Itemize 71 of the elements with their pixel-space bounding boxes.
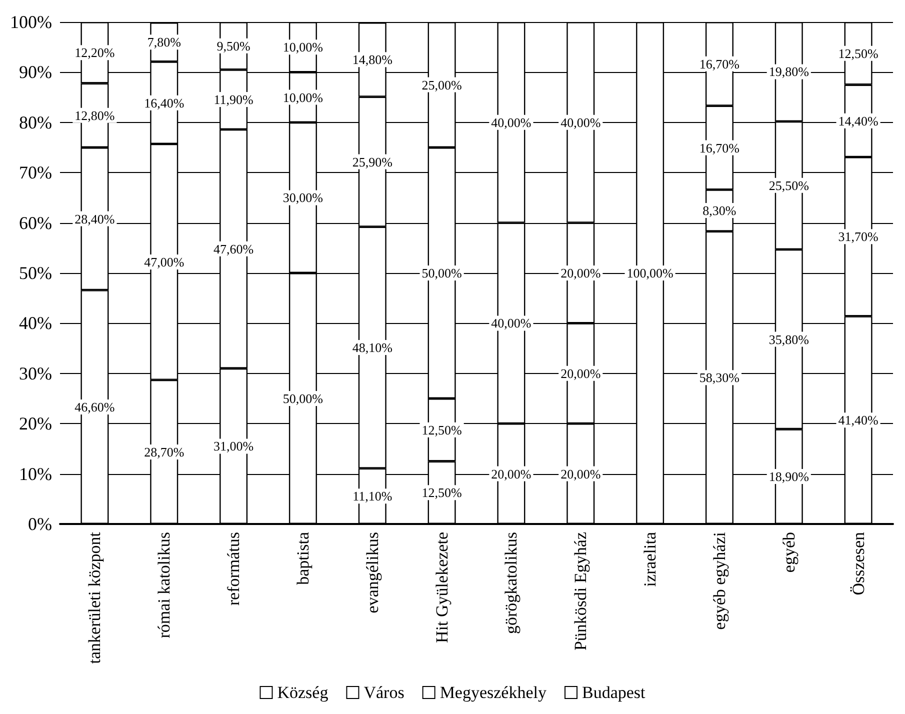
data-label: 11,10% [352, 488, 392, 504]
data-label: 31,70% [838, 229, 878, 244]
y-tick-label: 40% [19, 313, 52, 334]
data-label: 14,80% [352, 52, 393, 68]
data-label: 20,00% [560, 366, 601, 381]
data-label: 12,80% [74, 108, 115, 123]
y-tick-label: 70% [19, 162, 52, 183]
data-label: 20,00% [560, 266, 601, 280]
y-tick-label: 100% [10, 12, 52, 32]
data-label: 9,50% [216, 38, 250, 54]
data-label: 10,00% [282, 90, 324, 105]
y-tick-label: 80% [19, 112, 52, 132]
data-label: 47,00% [144, 254, 184, 270]
x-tick-label: baptista [293, 532, 312, 585]
data-label: 47,60% [213, 241, 254, 256]
data-label: 25,00% [422, 77, 462, 92]
data-label: 16,70% [699, 56, 740, 72]
data-label: 25,50% [768, 178, 810, 193]
data-label: 20,00% [560, 466, 601, 482]
y-tick-label: 90% [19, 62, 52, 82]
legend-label: Város [364, 683, 404, 702]
data-label: 50,00% [422, 266, 462, 280]
data-label: 58,30% [699, 370, 740, 386]
x-tick-label: Hit Gyülekezete [432, 532, 452, 643]
x-tick-label: református [224, 532, 244, 606]
data-label: 16,70% [699, 140, 740, 156]
y-tick-label: 60% [19, 212, 52, 233]
data-label: 35,80% [768, 332, 810, 347]
data-label: 14,40% [838, 113, 878, 128]
x-tick-label: egyéb egyházi [710, 532, 729, 630]
data-label: 31,00% [213, 438, 254, 454]
data-label: 12,50% [422, 422, 462, 438]
y-tick-label: 50% [19, 263, 52, 283]
legend-label: Budapest [582, 683, 646, 702]
data-label: 40,00% [491, 114, 532, 130]
y-tick-label: 10% [19, 464, 52, 484]
data-label: 40,00% [560, 114, 601, 130]
data-label: 41,40% [838, 412, 878, 428]
data-label: 25,90% [352, 154, 393, 170]
data-label: 30,00% [282, 190, 324, 206]
x-tick-label: Összesen [848, 532, 868, 596]
data-label: 100,00% [626, 266, 674, 280]
data-label: 40,00% [491, 316, 532, 331]
x-tick-label: egyéb [779, 532, 798, 573]
y-tick-label: 20% [19, 414, 52, 434]
y-tick-label: 0% [28, 514, 52, 534]
data-label: 8,30% [702, 203, 736, 218]
x-tick-label: evangélikus [362, 532, 382, 614]
data-label: 18,90% [768, 469, 810, 484]
data-label: 46,60% [74, 400, 115, 415]
data-label: 10,00% [282, 40, 324, 55]
data-label: 19,80% [768, 64, 810, 80]
data-label: 28,40% [74, 211, 115, 226]
data-label: 12,50% [838, 46, 878, 61]
y-tick-label: 30% [19, 363, 52, 384]
data-label: 50,00% [282, 391, 324, 406]
data-label: 12,50% [422, 485, 462, 500]
data-label: 7,80% [147, 34, 182, 50]
data-label: 28,70% [144, 444, 184, 460]
data-label: 11,90% [214, 92, 254, 108]
x-tick-label: római katolikus [154, 532, 174, 638]
legend-label: Megyeszékhely [440, 683, 547, 702]
data-label: 12,20% [74, 45, 115, 60]
x-tick-label: izraelita [640, 532, 660, 587]
legend-label: Község [277, 683, 329, 702]
data-label: 48,10% [352, 340, 393, 356]
x-tick-label: tankerületi központ [85, 532, 104, 664]
x-tick-label: Pünkösdi Egyház [571, 532, 590, 651]
data-label: 16,40% [144, 95, 184, 110]
data-label: 20,00% [491, 466, 532, 482]
x-tick-label: görögkatolikus [502, 532, 521, 634]
